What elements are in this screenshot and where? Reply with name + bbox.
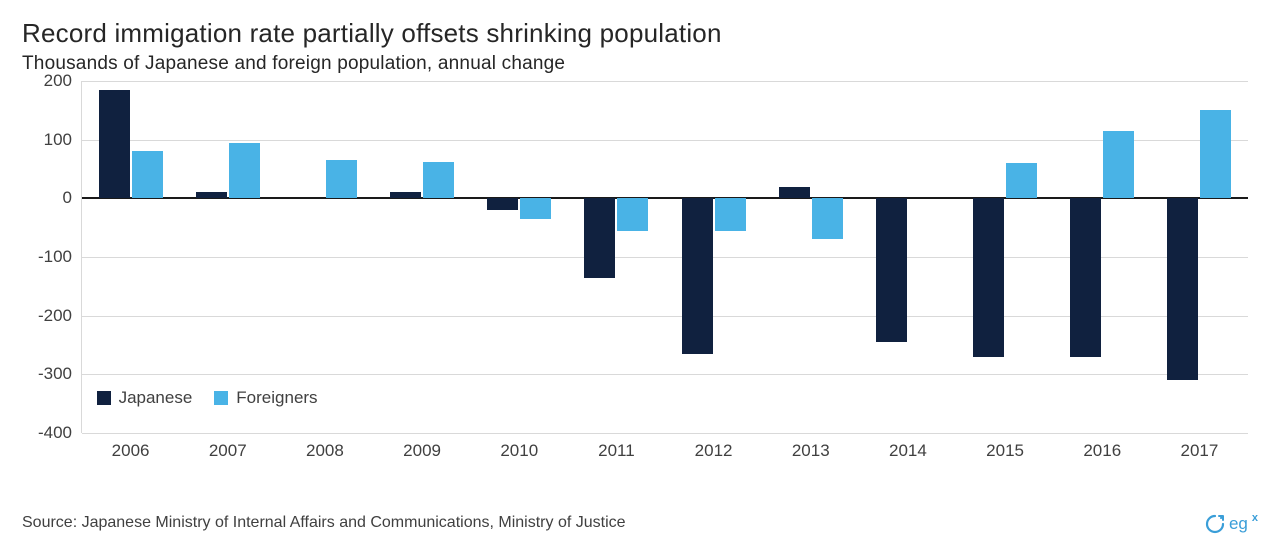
bar-foreigners <box>812 198 843 239</box>
chart-area: 2001000-100-200-300-40020062007200820092… <box>82 81 1248 461</box>
gridline <box>82 140 1248 141</box>
bar-foreigners <box>520 198 551 219</box>
bar-foreigners <box>229 143 260 199</box>
logo-superscript: x <box>1252 512 1258 524</box>
y-tick-label: -100 <box>38 247 82 267</box>
legend-item: Japanese <box>97 388 193 408</box>
chart-title: Record immigation rate partially offsets… <box>22 18 1258 49</box>
legend-item: Foreigners <box>214 388 317 408</box>
bar-foreigners <box>132 151 163 198</box>
bar-foreigners <box>617 198 648 230</box>
y-tick-label: -300 <box>38 364 82 384</box>
x-tick-label: 2017 <box>1180 433 1218 461</box>
x-tick-label: 2011 <box>598 433 635 461</box>
x-tick-label: 2006 <box>112 433 150 461</box>
y-tick-label: -200 <box>38 306 82 326</box>
x-tick-label: 2015 <box>986 433 1024 461</box>
gridline <box>82 433 1248 434</box>
x-tick-label: 2009 <box>403 433 441 461</box>
bar-japanese <box>487 198 518 210</box>
x-tick-label: 2016 <box>1083 433 1121 461</box>
bar-foreigners <box>326 160 357 198</box>
source-footer: Source: Japanese Ministry of Internal Af… <box>22 514 626 532</box>
bar-japanese <box>1070 198 1101 356</box>
gridline <box>82 81 1248 82</box>
bar-foreigners <box>1103 131 1134 198</box>
y-tick-label: 0 <box>63 188 82 208</box>
bar-japanese <box>1167 198 1198 380</box>
x-tick-label: 2012 <box>695 433 733 461</box>
x-tick-label: 2013 <box>792 433 830 461</box>
y-tick-label: -400 <box>38 423 82 443</box>
legend-label: Foreigners <box>236 388 317 408</box>
bar-japanese <box>584 198 615 277</box>
legend-swatch <box>97 391 111 405</box>
legend: Japanese Foreigners <box>97 388 318 408</box>
bar-foreigners <box>715 198 746 230</box>
bar-foreigners <box>423 162 454 198</box>
y-tick-label: 100 <box>44 130 82 150</box>
bar-japanese <box>196 192 227 198</box>
bar-japanese <box>682 198 713 353</box>
x-tick-label: 2007 <box>209 433 247 461</box>
legend-swatch <box>214 391 228 405</box>
bar-foreigners <box>1200 110 1231 198</box>
y-tick-label: 200 <box>44 71 82 91</box>
bar-japanese <box>876 198 907 342</box>
gridline <box>82 374 1248 375</box>
legend-label: Japanese <box>119 388 193 408</box>
bar-foreigners <box>1006 163 1037 198</box>
bar-japanese <box>99 90 130 199</box>
bar-japanese <box>973 198 1004 356</box>
bar-japanese <box>390 192 421 198</box>
logo-text: eg <box>1229 514 1248 534</box>
x-tick-label: 2008 <box>306 433 344 461</box>
bar-japanese <box>779 187 810 199</box>
plot-region: 2001000-100-200-300-40020062007200820092… <box>82 81 1248 433</box>
brand-logo: egx <box>1205 514 1258 534</box>
chart-subtitle: Thousands of Japanese and foreign popula… <box>22 53 1258 75</box>
x-tick-label: 2014 <box>889 433 927 461</box>
x-tick-label: 2010 <box>500 433 538 461</box>
logo-icon <box>1205 514 1225 534</box>
